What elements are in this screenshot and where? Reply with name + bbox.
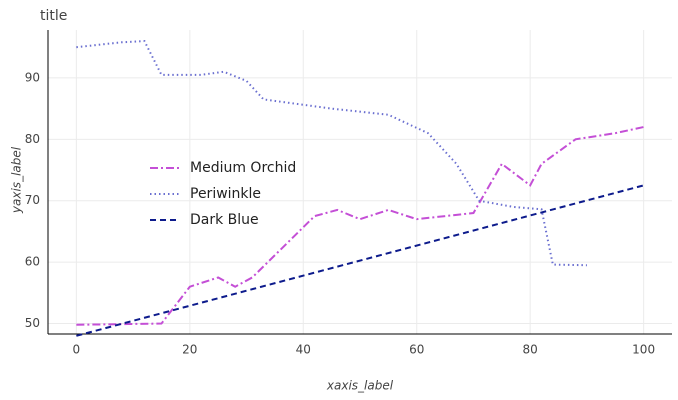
x-tick-label: 40 [296, 343, 311, 357]
series-line [76, 184, 644, 337]
legend-label: Dark Blue [190, 212, 259, 228]
x-tick-label: 60 [409, 343, 424, 357]
x-axis-label: xaxis_label [326, 379, 394, 393]
x-tick-label: 20 [182, 343, 197, 357]
x-tick-label: 0 [73, 343, 81, 357]
legend-label: Medium Orchid [190, 160, 296, 176]
y-tick-label: 90 [25, 70, 40, 84]
y-tick-label: 80 [25, 132, 40, 146]
y-tick-label: 50 [25, 316, 40, 330]
series-line [76, 126, 644, 326]
chart-title: title [40, 8, 67, 24]
y-tick-label: 70 [25, 193, 40, 207]
x-tick-label: 80 [523, 343, 538, 357]
series-line [76, 40, 587, 267]
y-axis-label: yaxis_label [10, 146, 24, 214]
x-tick-label: 100 [632, 343, 655, 357]
y-tick-label: 60 [25, 255, 40, 269]
legend-label: Periwinkle [190, 186, 261, 202]
